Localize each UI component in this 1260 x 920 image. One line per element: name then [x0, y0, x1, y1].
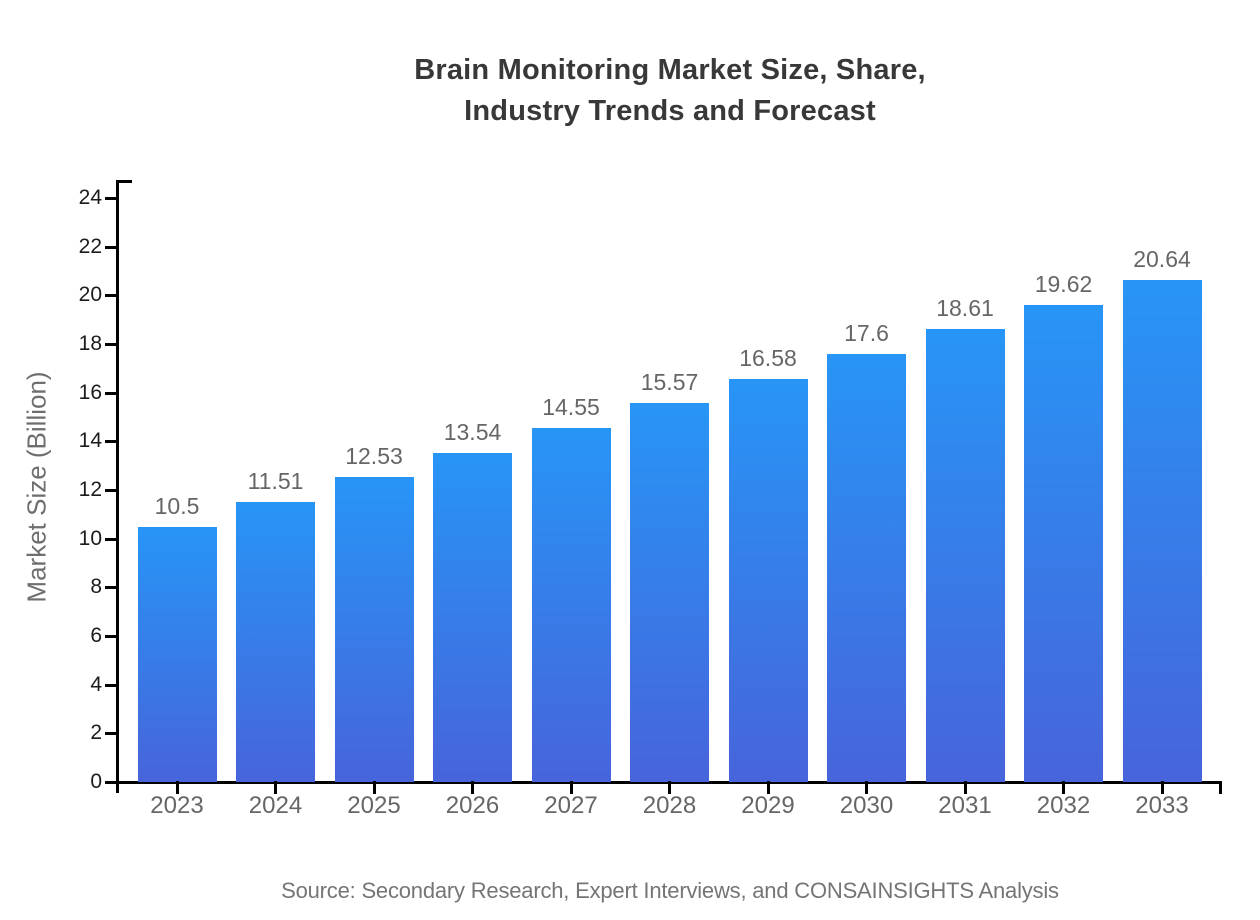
x-tick: [668, 781, 671, 794]
y-tick-label: 20: [78, 283, 102, 307]
bar-value-label: 16.58: [739, 344, 797, 371]
x-tick: [569, 781, 573, 794]
bar-value-label: 15.57: [640, 369, 699, 396]
y-tick: [105, 197, 117, 200]
y-tick: [105, 537, 117, 541]
y-tick-label: 0: [90, 770, 102, 793]
x-tick: [963, 781, 967, 794]
y-tick-label: 12: [78, 478, 102, 501]
source-note: Source: Secondary Research, Expert Inter…: [281, 878, 1059, 903]
x-tick: [372, 781, 376, 794]
x-category-label: 2026: [445, 792, 500, 819]
bar-2029: [728, 378, 808, 782]
y-axis-line: [116, 180, 119, 793]
bar-value-label: 19.62: [1034, 270, 1093, 297]
y-tick: [105, 489, 117, 492]
y-axis-end-cap: [116, 180, 132, 183]
bar-2031: [925, 329, 1005, 782]
x-category-label: 2023: [150, 792, 204, 819]
y-tick-label: 4: [90, 672, 102, 696]
bar-value-label: 13.54: [443, 418, 502, 445]
x-tick: [471, 781, 474, 794]
x-tick: [1062, 781, 1065, 794]
bar-2027: [531, 427, 611, 782]
x-tick: [175, 781, 179, 794]
x-category-label: 2031: [938, 792, 992, 819]
y-tick: [105, 440, 117, 444]
bar-value-label: 17.6: [844, 319, 889, 346]
bar-2033: [1122, 279, 1202, 782]
y-tick: [105, 635, 117, 638]
bar-value-label: 20.64: [1133, 245, 1191, 272]
x-axis-line: [110, 781, 1222, 784]
bar-value-label: 11.51: [247, 467, 304, 494]
bar-2032: [1024, 304, 1103, 782]
x-category-label: 2024: [248, 792, 303, 819]
y-tick: [105, 343, 117, 346]
x-tick: [1160, 781, 1164, 794]
bar-value-label: 18.61: [936, 295, 994, 322]
y-tick-label: 16: [78, 380, 102, 404]
y-tick: [105, 586, 117, 590]
y-tick-label: 22: [78, 234, 102, 258]
x-tick: [766, 781, 770, 794]
chart-title: Brain Monitoring Market Size, Share, Ind…: [414, 54, 926, 127]
y-tick-label: 2: [90, 721, 102, 745]
bar-2028: [630, 403, 709, 782]
y-tick-label: 24: [78, 186, 102, 209]
y-tick-label: 18: [78, 332, 102, 355]
bar-value-label: 14.55: [542, 393, 600, 420]
bar-2024: [236, 501, 315, 782]
y-tick: [105, 683, 117, 687]
y-tick: [105, 294, 117, 298]
y-tick-label: 6: [90, 624, 102, 647]
y-tick: [105, 781, 117, 784]
y-tick: [105, 245, 117, 249]
x-category-label: 2033: [1135, 792, 1189, 819]
bar-value-label: 10.5: [154, 492, 200, 519]
x-tick: [274, 781, 277, 794]
x-category-label: 2029: [741, 792, 795, 819]
bar-2026: [433, 452, 512, 782]
bar-2025: [334, 477, 414, 782]
x-category-label: 2027: [544, 792, 598, 819]
bar-2023: [137, 526, 217, 782]
x-category-label: 2030: [839, 792, 894, 819]
x-category-label: 2028: [642, 792, 697, 819]
y-tick-label: 14: [78, 429, 102, 453]
x-category-label: 2032: [1036, 792, 1091, 819]
y-tick: [105, 732, 117, 736]
x-category-label: 2025: [347, 792, 401, 819]
y-tick: [105, 391, 117, 395]
y-tick-label: 10: [78, 526, 102, 550]
bar-2030: [827, 353, 906, 782]
y-tick-label: 8: [90, 575, 102, 599]
x-tick: [865, 781, 868, 794]
bar-value-label: 12.53: [345, 443, 403, 470]
x-axis-end-tick: [1219, 781, 1222, 794]
